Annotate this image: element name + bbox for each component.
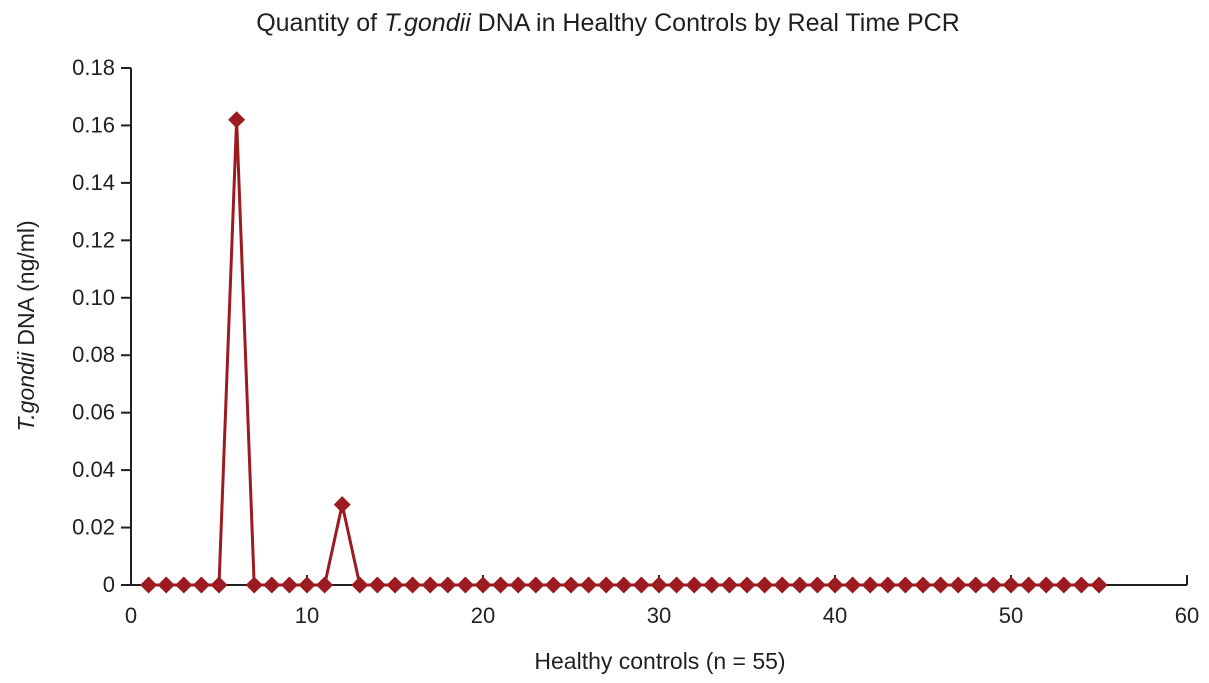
y-axis-label-italic: T.gondii [13, 351, 39, 432]
x-tick-label: 50 [999, 603, 1023, 628]
chart-title-suffix: DNA in Healthy Controls by Real Time PCR [471, 9, 960, 37]
data-point-marker [808, 576, 826, 594]
y-tick-label: 0.16 [72, 112, 115, 137]
data-point-marker [580, 576, 598, 594]
data-point-marker [668, 576, 686, 594]
data-point-marker [1020, 576, 1038, 594]
data-point-marker [298, 576, 316, 594]
y-tick-label: 0.08 [72, 342, 115, 367]
series-line [148, 119, 1099, 587]
data-point-marker [932, 576, 950, 594]
data-point-marker [703, 576, 721, 594]
data-point-marker [756, 576, 774, 594]
data-point-marker [1037, 576, 1055, 594]
y-tick-label: 0.18 [72, 55, 115, 80]
data-point-marker [861, 576, 879, 594]
data-point-marker [333, 496, 351, 514]
data-point-marker [386, 576, 404, 594]
data-point-marker [316, 576, 334, 594]
data-point-marker [492, 576, 510, 594]
axes [130, 68, 1187, 586]
data-point-marker [738, 576, 756, 594]
data-point-marker [791, 576, 809, 594]
data-point-marker [562, 576, 580, 594]
data-point-marker [421, 576, 439, 594]
data-point-marker [175, 576, 193, 594]
y-tick-label: 0.06 [72, 400, 115, 425]
y-tick-label: 0.12 [72, 227, 115, 252]
data-point-marker [368, 576, 386, 594]
data-point-marker [527, 576, 545, 594]
data-point-marker [245, 576, 263, 594]
data-point-marker [844, 576, 862, 594]
data-point-marker [914, 576, 932, 594]
y-axis-label: T.gondii DNA (ng/ml) [13, 220, 39, 431]
x-tick-label: 30 [647, 603, 671, 628]
data-point-marker [967, 576, 985, 594]
data-point-marker [509, 576, 527, 594]
data-point-marker [720, 576, 738, 594]
data-point-marker [896, 576, 914, 594]
x-axis-label: Healthy controls (n = 55) [534, 648, 785, 674]
data-point-marker [544, 576, 562, 594]
x-tick-label: 60 [1175, 603, 1199, 628]
data-point-marker [474, 576, 492, 594]
data-point-marker [280, 576, 298, 594]
data-point-marker [949, 576, 967, 594]
data-point-marker [685, 576, 703, 594]
data-point-marker [984, 576, 1002, 594]
data-point-marker [404, 576, 422, 594]
data-point-marker [597, 576, 615, 594]
data-point-marker [263, 576, 281, 594]
data-point-marker [650, 576, 668, 594]
y-tick-label: 0.14 [72, 170, 115, 195]
data-point-marker [439, 576, 457, 594]
data-point-marker [1002, 576, 1020, 594]
data-point-marker [1055, 576, 1073, 594]
data-point-marker [351, 576, 369, 594]
y-tick-label: 0.04 [72, 457, 115, 482]
plot-area: 0 10 20 30 40 50 60 0 0.02 0.04 0.06 0.08 0.10 0.12 0.… [72, 55, 1199, 628]
x-tick-label: 20 [471, 603, 495, 628]
data-point-marker [140, 576, 158, 594]
y-tick-label: 0 [103, 572, 115, 597]
data-point-marker [1072, 576, 1090, 594]
chart-title-prefix: Quantity of [256, 9, 384, 37]
data-point-marker [210, 576, 228, 594]
data-point-marker [192, 576, 210, 594]
data-point-marker [456, 576, 474, 594]
data-point-marker [157, 576, 175, 594]
data-point-marker [879, 576, 897, 594]
x-tick-label: 0 [125, 603, 137, 628]
data-point-marker [228, 111, 246, 129]
data-point-marker [615, 576, 633, 594]
chart-title-italic: T.gondii [384, 9, 472, 37]
data-point-marker [773, 576, 791, 594]
x-tick-label: 10 [295, 603, 319, 628]
chart-title: Quantity of T.gondii DNA in Healthy Cont… [256, 9, 960, 37]
data-point-marker [826, 576, 844, 594]
y-tick-label: 0.02 [72, 515, 115, 540]
y-tick-label: 0.10 [72, 285, 115, 310]
y-axis-label-rest: DNA (ng/ml) [13, 220, 39, 352]
x-tick-label: 40 [823, 603, 847, 628]
data-point-marker [632, 576, 650, 594]
data-point-marker [1090, 576, 1108, 594]
